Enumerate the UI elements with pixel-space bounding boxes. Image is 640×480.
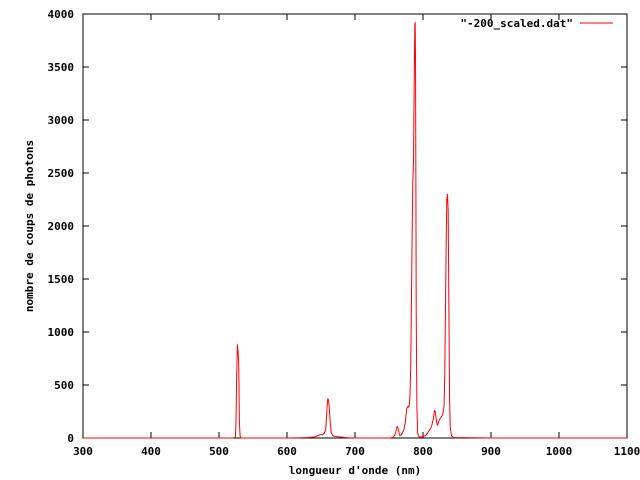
y-tick-label: 1000	[48, 326, 75, 339]
x-tick-label: 400	[141, 445, 161, 458]
y-axis-ticks: 0 500 1000 1500 2000 2500 3000 3500 4000	[48, 8, 627, 445]
y-tick-label: 2000	[48, 220, 75, 233]
legend-label: "-200_scaled.dat"	[460, 17, 573, 30]
y-tick-label: 4000	[48, 8, 75, 21]
plot-frame	[82, 13, 628, 439]
y-tick-label: 500	[54, 379, 74, 392]
y-tick-label: 2500	[48, 167, 75, 180]
x-axis-ticks: 300 400 500 600 700 800 900 1000 1100	[73, 14, 640, 458]
x-tick-label: 1100	[614, 445, 640, 458]
y-tick-label: 3500	[48, 61, 75, 74]
x-tick-label: 1000	[546, 445, 573, 458]
x-tick-label: 600	[277, 445, 297, 458]
x-tick-label: 300	[73, 445, 93, 458]
series-layer	[83, 21, 627, 439]
series-line	[83, 21, 627, 439]
x-tick-label: 700	[345, 445, 365, 458]
x-axis-label: longueur d'onde (nm)	[289, 464, 421, 477]
y-tick-label: 3000	[48, 114, 75, 127]
y-tick-label: 1500	[48, 273, 75, 286]
y-axis-label: nombre de coups de photons	[23, 140, 36, 312]
x-tick-label: 800	[413, 445, 433, 458]
legend: "-200_scaled.dat"	[460, 17, 613, 30]
y-tick-label: 0	[67, 432, 74, 445]
x-tick-label: 500	[209, 445, 229, 458]
x-tick-label: 900	[481, 445, 501, 458]
